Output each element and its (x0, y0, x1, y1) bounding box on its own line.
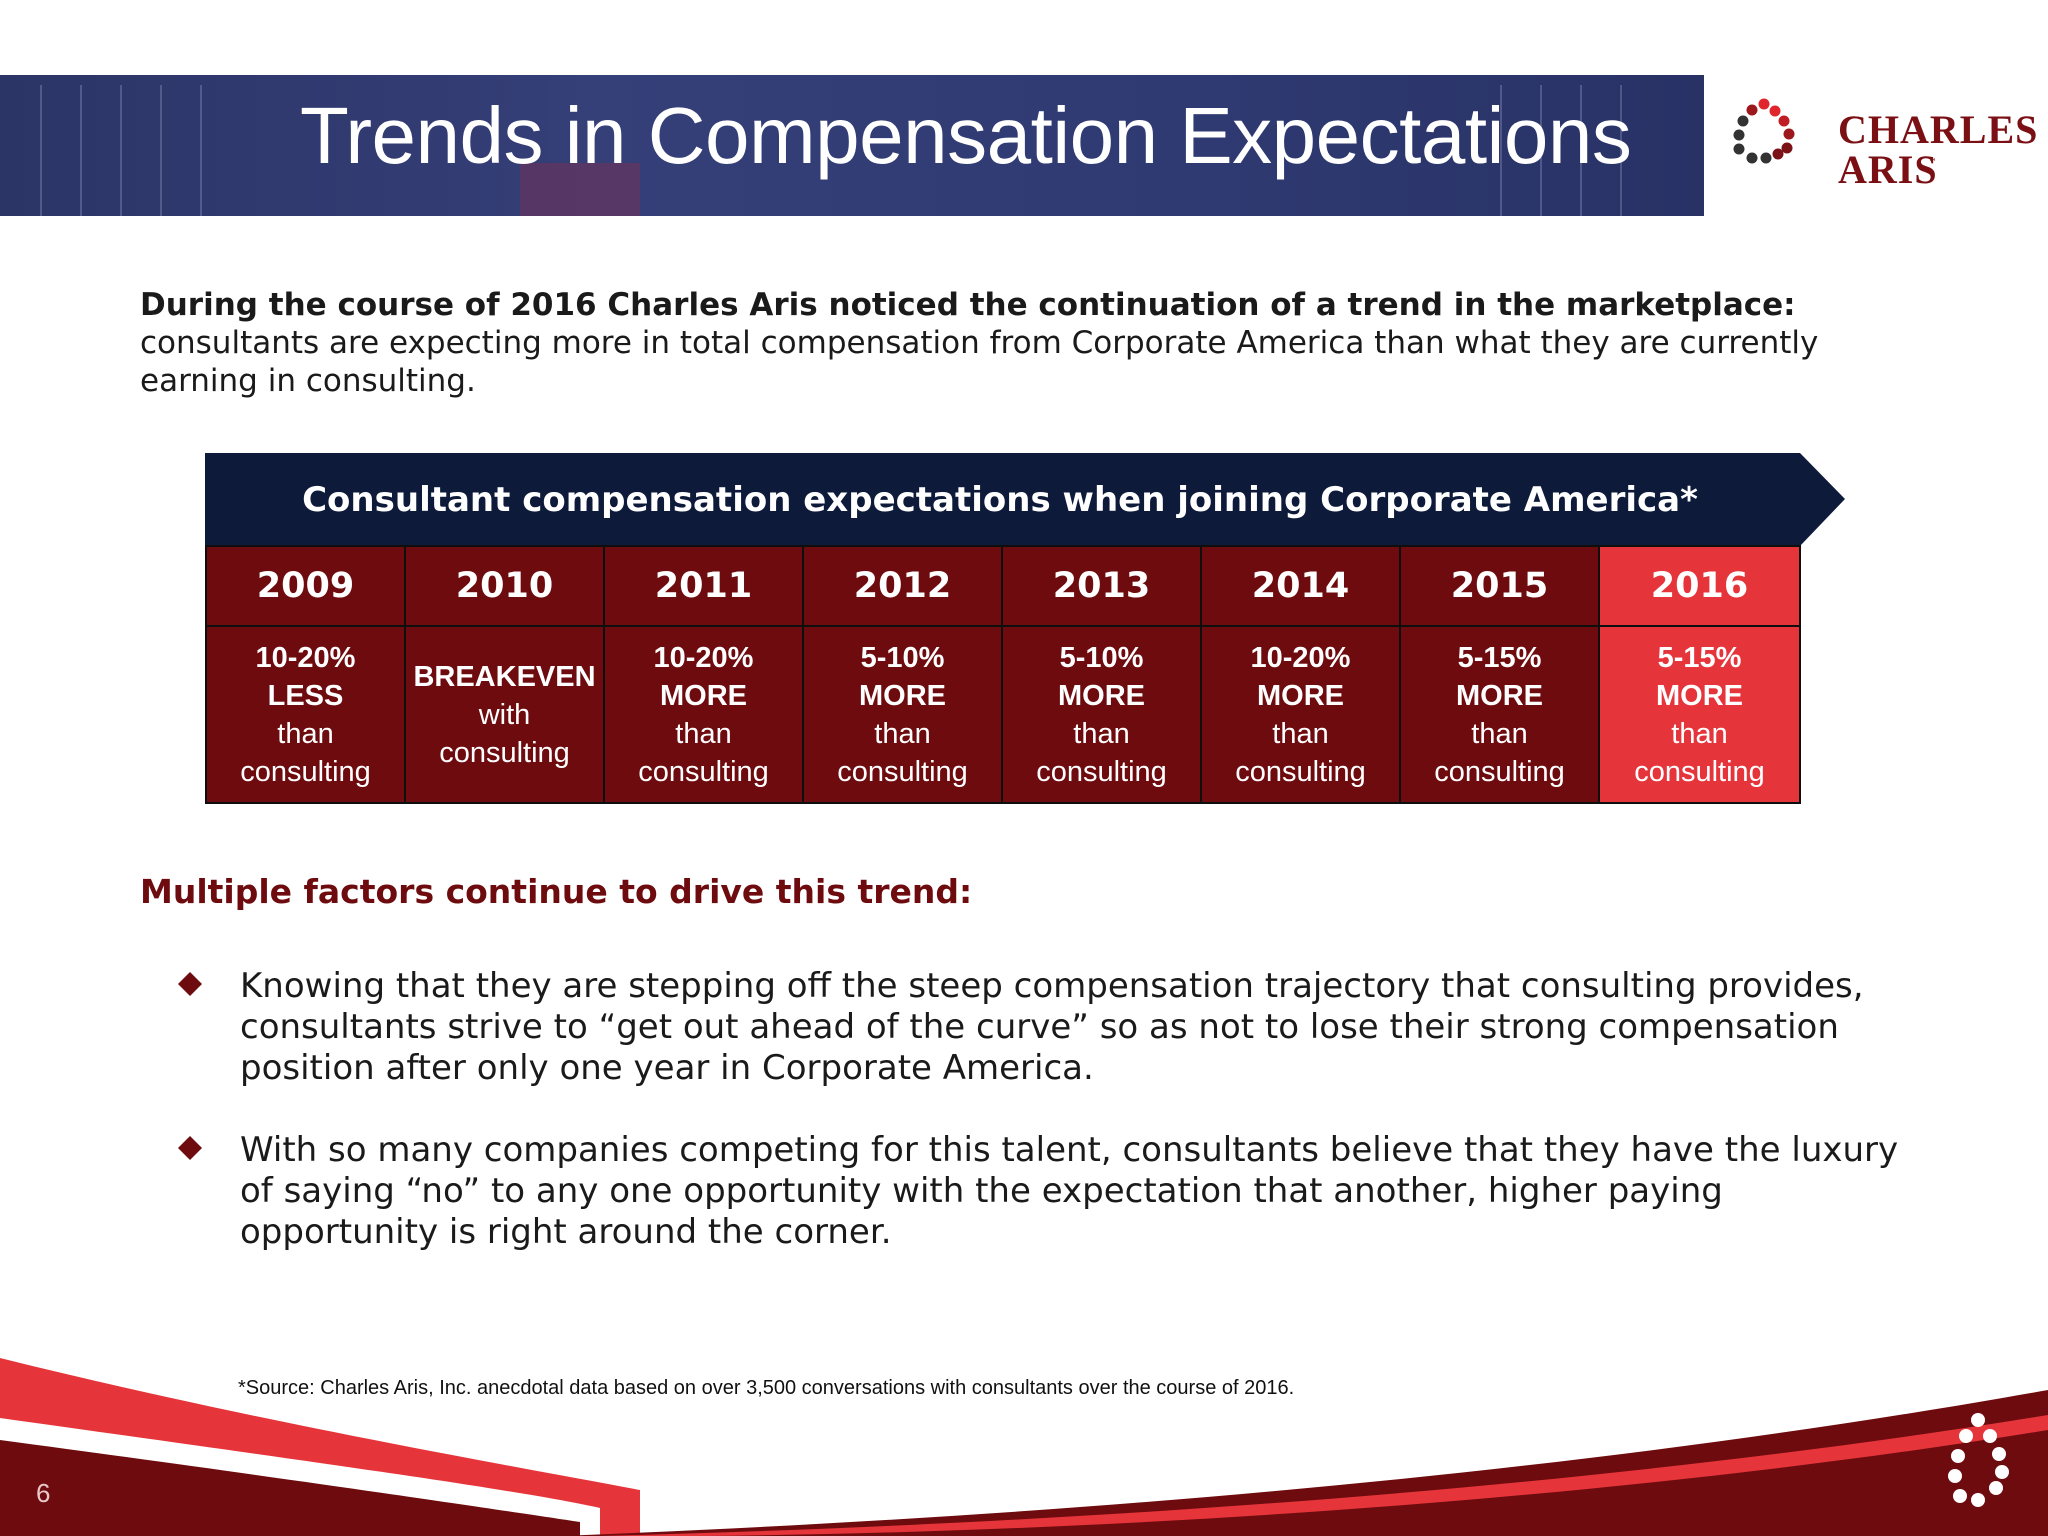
year-label: 2016 (1600, 547, 1799, 627)
year-label: 2010 (406, 547, 603, 627)
expectation-amount: 5-10% (1059, 641, 1144, 674)
expectation-direction: BREAKEVEN (413, 660, 596, 693)
expectation-preposition: than (1471, 717, 1528, 750)
footer-logo-dots-icon (1948, 1413, 2009, 1507)
year-label: 2015 (1401, 547, 1598, 627)
expectation-text: 5-10% MORE than consulting (804, 627, 1001, 802)
year-label: 2013 (1003, 547, 1200, 627)
intro-paragraph: During the course of 2016 Charles Aris n… (140, 286, 1900, 400)
expectation-amount: 10-20% (255, 641, 356, 674)
source-footnote: *Source: Charles Aris, Inc. anecdotal da… (238, 1377, 1295, 1399)
charles-aris-logo-icon (1733, 98, 1795, 164)
diamond-bullet-icon (178, 1136, 202, 1160)
expectation-reference: consulting (1235, 755, 1366, 788)
logo-text-aris: ARIS (1838, 147, 1938, 192)
expectation-preposition: than (1073, 717, 1130, 750)
expectation-amount: 10-20% (653, 641, 754, 674)
expectation-text: BREAKEVEN with consulting (406, 627, 603, 802)
intro-bold: During the course of 2016 Charles Aris n… (140, 287, 1796, 323)
expectation-text: 5-15% MORE than consulting (1600, 627, 1799, 802)
year-label: 2009 (207, 547, 404, 627)
footer-swoosh (0, 1358, 2048, 1536)
year-column-2009: 2009 10-20% LESS than consulting (207, 547, 406, 802)
diamond-bullet-icon (178, 972, 202, 996)
expectation-reference: consulting (240, 755, 371, 788)
year-column-2010: 2010 BREAKEVEN with consulting (406, 547, 605, 802)
intro-text: consultants are expecting more in total … (140, 325, 1819, 399)
year-label: 2014 (1202, 547, 1399, 627)
expectation-direction: LESS (267, 679, 344, 712)
year-column-2011: 2011 10-20% MORE than consulting (605, 547, 804, 802)
expectation-text: 10-20% MORE than consulting (1202, 627, 1399, 802)
table-banner-title: Consultant compensation expectations whe… (302, 479, 1698, 520)
expectation-preposition: than (1272, 717, 1329, 750)
expectation-reference: consulting (1434, 755, 1565, 788)
title-banner (0, 75, 1704, 216)
year-column-2016: 2016 5-15% MORE than consulting (1600, 547, 1799, 802)
expectation-direction: MORE (660, 679, 747, 712)
expectation-reference: consulting (1036, 755, 1167, 788)
expectation-text: 5-10% MORE than consulting (1003, 627, 1200, 802)
year-column-2012: 2012 5-10% MORE than consulting (804, 547, 1003, 802)
expectation-direction: MORE (859, 679, 946, 712)
expectation-text: 10-20% MORE than consulting (605, 627, 802, 802)
expectation-reference: consulting (837, 755, 968, 788)
trademark-mark: ™ (1928, 158, 1937, 168)
bullet-text: With so many companies competing for thi… (240, 1130, 1899, 1252)
expectation-reference: consulting (1634, 755, 1765, 788)
logo-text-charles: CHARLES (1838, 107, 2039, 152)
expectation-reference: consulting (439, 736, 570, 769)
expectation-amount: 5-15% (1657, 641, 1742, 674)
expectation-direction: MORE (1058, 679, 1145, 712)
year-label: 2012 (804, 547, 1001, 627)
expectation-preposition: than (277, 717, 334, 750)
expectation-preposition: than (1671, 717, 1728, 750)
table-banner-arrow (205, 453, 1845, 546)
expectation-amount: 10-20% (1250, 641, 1351, 674)
expectation-amount: 5-10% (860, 641, 945, 674)
expectation-preposition: with (478, 698, 531, 731)
expectation-preposition: than (675, 717, 732, 750)
year-label: 2011 (605, 547, 802, 627)
expectation-direction: MORE (1656, 679, 1743, 712)
page-number: 6 (36, 1478, 51, 1508)
expectation-text: 10-20% LESS than consulting (207, 627, 404, 802)
year-column-2014: 2014 10-20% MORE than consulting (1202, 547, 1401, 802)
expectation-amount: 5-15% (1457, 641, 1542, 674)
year-column-2015: 2015 5-15% MORE than consulting (1401, 547, 1600, 802)
factors-heading: Multiple factors continue to drive this … (140, 872, 973, 911)
expectation-text: 5-15% MORE than consulting (1401, 627, 1598, 802)
compensation-table: 2009 10-20% LESS than consulting 2010 BREAKEVE… (205, 545, 1801, 804)
expectation-reference: consulting (638, 755, 769, 788)
bullet-text: Knowing that they are stepping off the s… (240, 966, 1864, 1088)
expectation-preposition: than (874, 717, 931, 750)
expectation-direction: MORE (1456, 679, 1543, 712)
slide-title: Trends in Compensation Expectations (300, 91, 1632, 180)
expectation-direction: MORE (1257, 679, 1344, 712)
year-column-2013: 2013 5-10% MORE than consulting (1003, 547, 1202, 802)
